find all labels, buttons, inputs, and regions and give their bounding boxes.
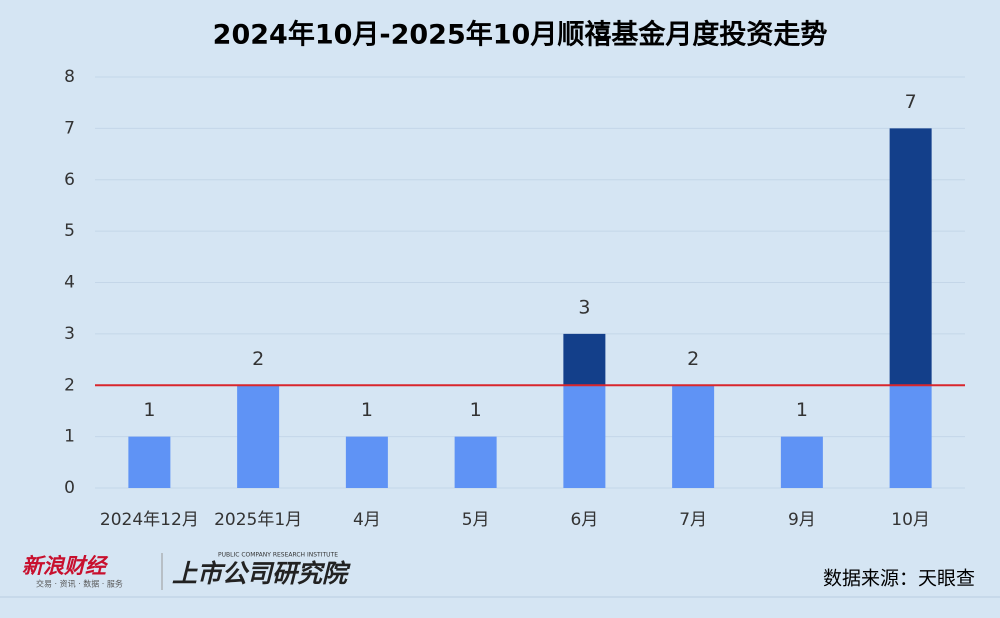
x-tick-label: 2024年12月 (100, 510, 199, 530)
y-tick-label: 7 (64, 118, 75, 138)
x-tick-label: 5月 (462, 510, 490, 530)
bar (237, 385, 280, 488)
bar (345, 436, 388, 488)
data-label: 1 (143, 399, 155, 421)
x-tick-label: 10月 (891, 510, 930, 530)
y-tick-label: 5 (64, 221, 75, 241)
brand-slogan: 交易 · 资讯 · 数据 · 服务 (36, 579, 123, 589)
data-label: 3 (578, 296, 590, 318)
bar-excess (563, 333, 606, 386)
data-label: 1 (470, 399, 482, 421)
y-tick-label: 0 (64, 478, 75, 498)
y-tick-label: 1 (64, 427, 75, 447)
bar (780, 436, 823, 488)
y-tick-label: 6 (64, 170, 75, 190)
chart-title: 2024年10月-2025年10月顺禧基金月度投资走势 (213, 19, 828, 51)
bar (563, 385, 606, 488)
data-label: 2 (687, 348, 699, 370)
bar (128, 436, 171, 488)
x-tick-label: 6月 (570, 510, 598, 530)
x-tick-label: 7月 (679, 510, 707, 530)
bar (889, 385, 932, 488)
x-tick-label: 4月 (353, 510, 381, 530)
brand-logo: 新浪财经 (22, 554, 109, 578)
bar (672, 385, 715, 488)
data-label: 1 (361, 399, 373, 421)
data-label: 7 (905, 91, 917, 113)
x-tick-label: 9月 (788, 510, 816, 530)
y-tick-label: 3 (64, 324, 75, 344)
data-label: 1 (796, 399, 808, 421)
institute-logo: 上市公司研究院 (172, 559, 351, 588)
bar-excess (889, 128, 932, 386)
bar (454, 436, 497, 488)
data-label: 2 (252, 348, 264, 370)
institute-en: PUBLIC COMPANY RESEARCH INSTITUTE (218, 552, 338, 559)
y-tick-label: 8 (64, 67, 75, 87)
x-tick-label: 2025年1月 (214, 510, 302, 530)
source-note: 数据来源：天眼查 (823, 568, 975, 590)
y-tick-label: 4 (64, 273, 75, 293)
y-tick-label: 2 (64, 375, 75, 395)
